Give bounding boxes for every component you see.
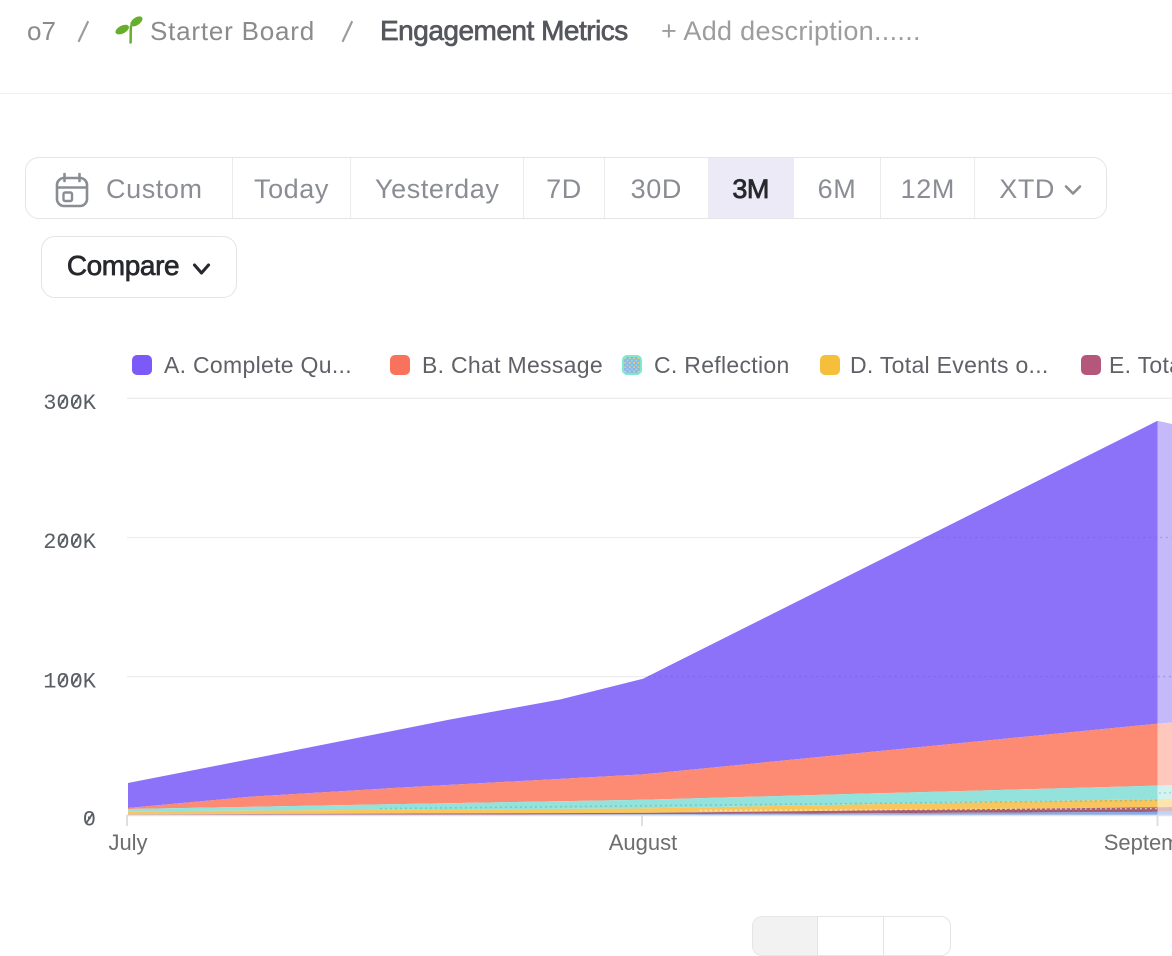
svg-text:200K: 200K [43,530,97,555]
svg-text:100K: 100K [43,669,97,694]
svg-text:August: August [609,830,678,855]
svg-text:300K: 300K [43,391,97,416]
svg-text:September: September [1104,830,1172,855]
svg-text:July: July [108,830,147,855]
